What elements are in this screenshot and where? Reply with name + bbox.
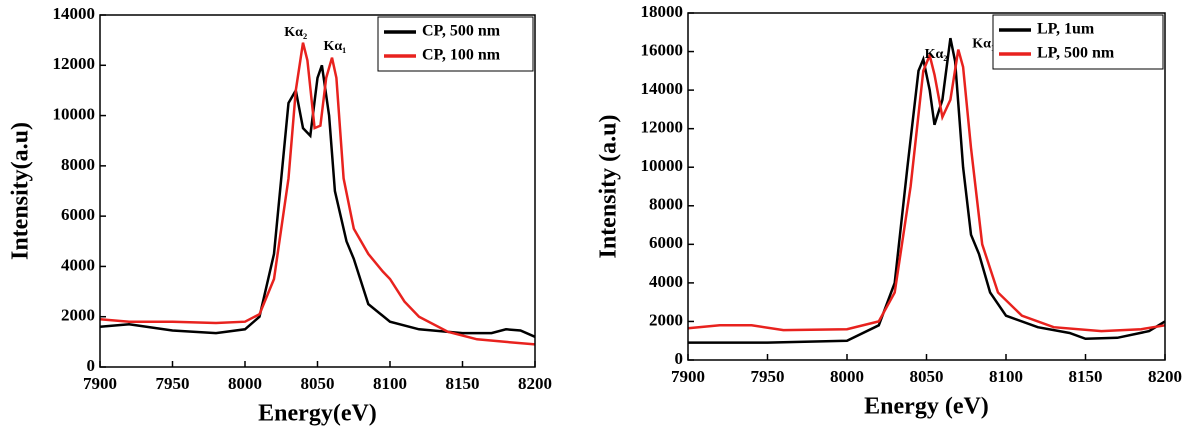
x-tick-label: 8100 [373,374,407,393]
annotation: Kα₁ [323,39,346,54]
data-line [99,64,536,338]
y-tick-label: 4000 [649,272,683,291]
y-tick-label: 6000 [61,205,95,224]
y-axis-label: Intensity (a.u) [596,114,622,258]
y-tick-label: 0 [87,356,96,375]
x-tick-label: 8100 [989,367,1023,386]
x-tick-label: 8200 [1148,367,1182,386]
y-tick-label: 14000 [53,4,96,23]
annotation: Kα₂ [925,47,948,62]
y-tick-label: 4000 [61,255,95,274]
y-tick-label: 18000 [641,2,684,21]
x-tick-label: 8050 [301,374,335,393]
x-tick-label: 8050 [910,367,944,386]
y-tick-label: 12000 [641,118,684,137]
y-tick-label: 16000 [641,40,684,59]
x-axis-label: Energy(eV) [258,401,377,427]
x-tick-label: 8000 [228,374,262,393]
data-line [687,49,1166,333]
legend-box [992,14,1164,70]
x-tick-label: 8000 [830,367,864,386]
data-line [688,37,1166,344]
y-axis-label: Intensity(a.u) [8,122,34,260]
y-tick-label: 0 [675,349,684,368]
legend-box [377,16,534,72]
y-tick-label: 8000 [649,195,683,214]
x-tick-label: 7900 [671,367,705,386]
x-tick-label: 7950 [156,374,190,393]
data-line [99,42,536,346]
legend-label: CP, 500 nm [422,23,501,40]
y-tick-label: 2000 [61,306,95,325]
y-tick-label: 6000 [649,233,683,252]
legend-label: LP, 500 nm [1037,45,1115,62]
x-tick-label: 8150 [1069,367,1103,386]
y-tick-label: 10000 [641,156,684,175]
x-tick-label: 8150 [446,374,480,393]
y-tick-label: 12000 [53,54,96,73]
x-tick-label: 8200 [518,374,552,393]
x-axis-label: Energy (eV) [864,394,989,420]
y-tick-label: 10000 [53,104,96,123]
y-tick-label: 2000 [649,310,683,329]
x-tick-label: 7950 [751,367,785,386]
y-tick-label: 14000 [641,79,684,98]
annotation: Kα₂ [284,25,307,40]
legend-label: LP, 1um [1037,21,1095,38]
x-tick-label: 7900 [83,374,117,393]
legend-label: CP, 100 nm [422,47,501,64]
y-tick-label: 8000 [61,155,95,174]
annotation: Kα₁ [972,36,995,51]
